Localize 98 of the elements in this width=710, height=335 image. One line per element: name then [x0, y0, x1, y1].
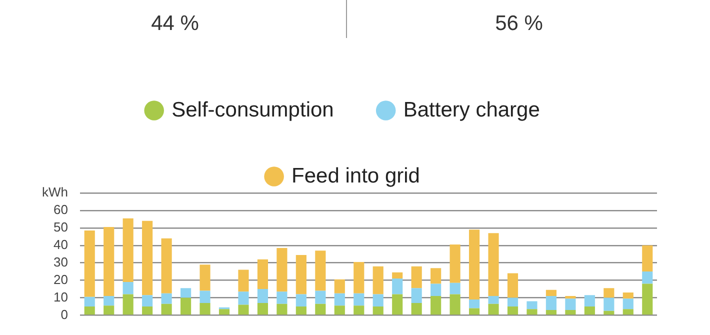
bar [180, 288, 192, 298]
bar [296, 254, 306, 294]
bar [450, 244, 460, 283]
legend-label: Battery charge [403, 98, 540, 122]
y-tick-label: 20 [54, 272, 68, 287]
legend-label: Self-consumption [172, 98, 334, 122]
bar [84, 230, 95, 297]
bar [334, 293, 345, 306]
bar [122, 294, 134, 315]
bar [315, 304, 326, 315]
bar [622, 298, 634, 310]
bar [161, 293, 172, 304]
bar [180, 298, 192, 315]
y-tick-label: 50 [54, 219, 68, 234]
bar [565, 296, 576, 299]
bar [546, 296, 557, 310]
bar [584, 306, 595, 315]
bar [161, 304, 172, 315]
bar [161, 238, 172, 294]
bar [276, 292, 288, 304]
bar [430, 268, 442, 284]
bar [315, 250, 326, 291]
bar [468, 230, 480, 300]
y-tick-label: kWh [42, 184, 68, 200]
bar [218, 309, 230, 315]
bar [584, 295, 595, 306]
bar [104, 227, 114, 296]
bar [122, 218, 134, 282]
bar [200, 302, 210, 315]
bar [392, 278, 403, 294]
bar [622, 292, 634, 299]
bar [468, 308, 480, 315]
bar [392, 294, 403, 315]
bar [565, 298, 576, 310]
bar [468, 299, 480, 308]
bar [507, 306, 518, 315]
bar [238, 304, 249, 315]
bar [430, 284, 442, 296]
bar [392, 272, 403, 279]
bar [104, 306, 114, 315]
bar [372, 306, 384, 315]
legend-label: Feed into grid [292, 164, 420, 188]
bar [488, 233, 499, 296]
bar [411, 302, 422, 315]
bar [372, 266, 384, 294]
text: 44 % [150, 12, 200, 36]
bar [104, 296, 114, 306]
bar [334, 306, 345, 315]
bar [604, 298, 614, 311]
bar [276, 248, 288, 292]
bar [450, 282, 460, 294]
y-tick-label: 60 [54, 202, 68, 218]
bar [372, 294, 384, 306]
bar [507, 298, 518, 306]
bar [142, 306, 153, 315]
bar [507, 273, 518, 298]
bar [257, 259, 268, 290]
bar [84, 306, 95, 315]
bar [238, 270, 249, 292]
y-tick-label: 10 [54, 289, 68, 304]
bar [142, 295, 153, 306]
bar [526, 301, 538, 310]
bar [411, 266, 422, 288]
bar [411, 288, 422, 303]
y-tick-label: 40 [54, 236, 68, 252]
bar [334, 279, 345, 294]
bar [315, 290, 326, 304]
bar [546, 290, 557, 296]
bar [642, 272, 653, 284]
bar [238, 292, 249, 305]
bar [354, 306, 364, 315]
y-tick-label: 30 [54, 254, 68, 270]
bar [604, 310, 614, 315]
bar [354, 293, 364, 306]
y-tick-label: 0 [60, 306, 68, 322]
bar [296, 306, 306, 315]
bar [430, 296, 442, 315]
bar [276, 304, 288, 315]
bar [642, 284, 653, 315]
bar [200, 264, 210, 291]
bar [257, 289, 268, 303]
bar [142, 220, 153, 296]
bar [546, 310, 557, 315]
bar [354, 262, 364, 294]
bar [642, 245, 653, 272]
bar [488, 296, 499, 304]
bar [565, 310, 576, 315]
bar [296, 294, 306, 306]
bar [604, 288, 614, 298]
bar [84, 296, 95, 306]
bar [122, 282, 134, 294]
text: 56 % [494, 12, 544, 36]
bar [622, 309, 634, 315]
bar [450, 294, 460, 315]
bar [488, 304, 499, 315]
bar [526, 309, 538, 315]
bar [257, 302, 268, 315]
bar [200, 290, 210, 303]
